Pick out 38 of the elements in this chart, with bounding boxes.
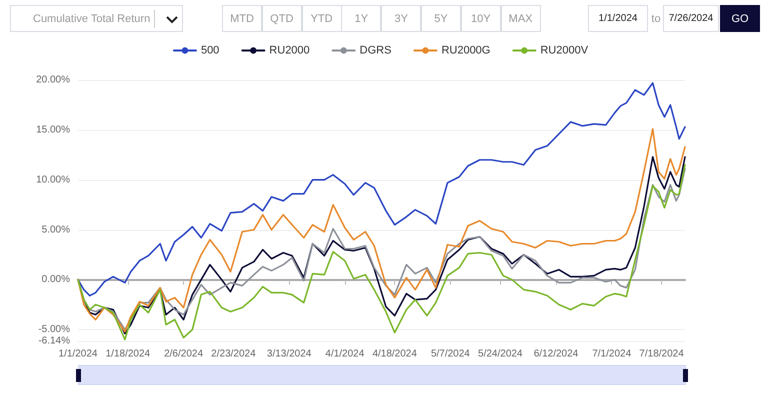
text: 1Y — [354, 12, 368, 24]
legend-label: 500 — [200, 44, 220, 56]
y-tick-label: 20.00% — [36, 74, 70, 86]
text: 7/26/2024 — [668, 13, 714, 24]
x-tick-label: 2/6/2024 — [164, 348, 204, 360]
legend-label: RU2000V — [540, 44, 589, 56]
y-tick-label: 10.00% — [36, 174, 70, 186]
legend-label: RU2000 — [269, 44, 310, 56]
text: YTD — [310, 12, 333, 24]
text: 5Y — [434, 12, 448, 24]
x-tick-label: 5/24/2024 — [478, 348, 523, 360]
legend-label: RU2000G — [441, 44, 490, 56]
x-tick-label: 6/12/2024 — [534, 348, 579, 360]
x-tick-label: 7/18/2024 — [639, 348, 684, 360]
text: to — [651, 12, 661, 24]
y-tick-label: 5.00% — [42, 224, 70, 236]
text: MTD — [230, 12, 254, 24]
text: Cumulative Total Return — [33, 12, 150, 24]
x-tick-label: 3/13/2024 — [266, 348, 312, 360]
x-tick-label: 1/18/2024 — [106, 348, 151, 360]
x-tick-label: 2/23/2024 — [211, 348, 256, 360]
text: MAX — [508, 12, 533, 24]
y-tick-label: -5.00% — [38, 324, 70, 336]
x-tick-label: 4/1/2024 — [325, 348, 365, 360]
text: QTD — [270, 12, 294, 24]
y-tick-label: 15.00% — [36, 124, 70, 136]
x-tick-label: 1/1/2024 — [58, 348, 98, 360]
text: 3Y — [394, 12, 408, 24]
legend-label: DGRS — [360, 44, 392, 56]
text: 1/1/2024 — [598, 13, 638, 24]
line-series — [77, 82, 686, 296]
text: 10Y — [471, 12, 491, 24]
x-tick-label: 5/7/2024 — [430, 348, 470, 360]
y-tick-label: 0.00% — [42, 274, 70, 286]
y-tick-label: -6.14% — [38, 336, 70, 346]
text: GO — [731, 12, 749, 24]
x-tick-label: 7/1/2024 — [592, 348, 632, 360]
x-tick-label: 4/18/2024 — [372, 348, 418, 360]
